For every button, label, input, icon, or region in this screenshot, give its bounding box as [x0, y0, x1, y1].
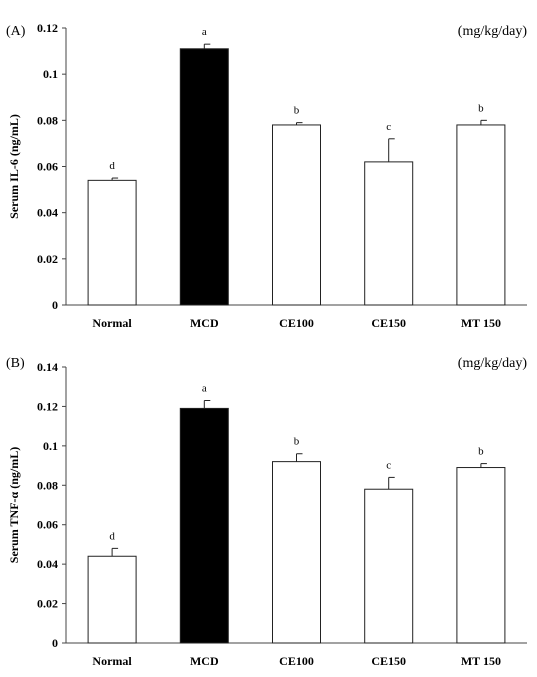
panel-label: (B): [6, 356, 25, 371]
y-axis-label: Serum TNF-α (ng/mL): [7, 447, 21, 563]
significance-label: a: [202, 383, 207, 395]
significance-label: a: [202, 26, 207, 38]
panel-label: (A): [6, 24, 26, 39]
category-label: CE100: [279, 316, 314, 330]
y-tick-label: 0.12: [37, 21, 58, 35]
unit-note: (mg/kg/day): [458, 356, 528, 371]
bar: [272, 124, 321, 306]
significance-label: d: [109, 530, 115, 542]
y-tick-label: 0.1: [43, 439, 58, 453]
y-tick-label: 0.06: [37, 160, 58, 174]
y-tick-label: 0.08: [37, 478, 58, 492]
unit-note: (mg/kg/day): [458, 24, 528, 39]
y-tick-label: 0.02: [37, 597, 58, 611]
category-label: CE150: [371, 654, 406, 668]
category-label: CE100: [279, 654, 314, 668]
y-tick-label: 0.12: [37, 399, 58, 413]
bar: [87, 555, 137, 644]
bar: [272, 461, 321, 644]
category-label: Normal: [92, 316, 132, 330]
y-tick-label: 0: [52, 298, 58, 312]
significance-label: b: [478, 102, 484, 114]
y-tick-label: 0.14: [37, 360, 58, 374]
bar: [87, 179, 137, 306]
significance-label: c: [386, 459, 391, 471]
bar: [179, 48, 229, 306]
category-label: MT 150: [461, 654, 501, 668]
y-tick-label: 0.1: [43, 67, 58, 81]
bar: [364, 488, 414, 644]
bar: [179, 407, 229, 644]
y-tick-label: 0.06: [37, 518, 58, 532]
category-label: MCD: [190, 316, 219, 330]
y-tick-label: 0.02: [37, 252, 58, 266]
bar: [456, 124, 506, 306]
bar: [364, 161, 414, 306]
y-tick-label: 0.08: [37, 113, 58, 127]
y-tick-label: 0.04: [37, 206, 58, 220]
significance-label: b: [294, 436, 300, 448]
y-tick-label: 0: [52, 636, 58, 650]
significance-label: d: [109, 160, 115, 172]
category-label: CE150: [371, 316, 406, 330]
category-label: MT 150: [461, 316, 501, 330]
bar: [456, 467, 506, 644]
significance-label: c: [386, 121, 391, 133]
category-label: Normal: [92, 654, 132, 668]
y-axis-label: Serum IL-6 (ng/mL): [7, 114, 21, 219]
significance-label: b: [294, 105, 300, 117]
category-label: MCD: [190, 654, 219, 668]
significance-label: b: [478, 446, 484, 458]
y-tick-label: 0.04: [37, 557, 58, 571]
